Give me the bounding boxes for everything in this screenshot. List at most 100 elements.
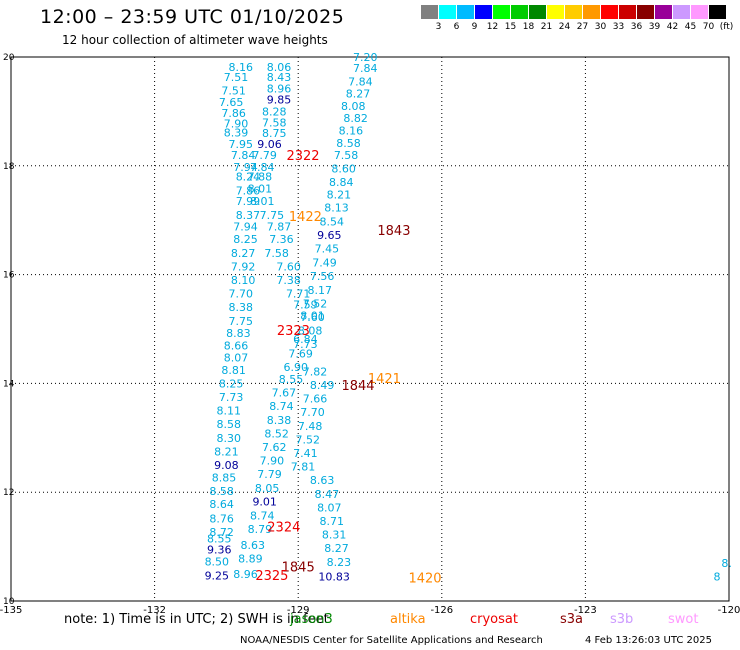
wave-height-value: 8.72 bbox=[209, 526, 234, 539]
wave-height-value: 9.65 bbox=[317, 229, 342, 242]
wave-height-value: 7.69 bbox=[288, 347, 313, 360]
wave-height-value: 9.85 bbox=[267, 93, 292, 106]
wave-height-value: 8.17 bbox=[307, 284, 332, 297]
y-tick-label: 18 bbox=[3, 162, 15, 172]
wave-height-value: 8.13 bbox=[324, 202, 349, 215]
y-tick-label: 20 bbox=[3, 53, 15, 63]
wave-height-value: 8.39 bbox=[224, 127, 249, 140]
wave-height-value: 8.08 bbox=[341, 100, 366, 113]
wave-height-value: 7.84 bbox=[250, 161, 275, 174]
wave-height-value: 7.62 bbox=[262, 441, 287, 454]
legend-swatch bbox=[439, 5, 456, 19]
wave-height-value: 8.43 bbox=[267, 71, 292, 84]
footer-note: note: 1) Time is in UTC; 2) SWH is in fe… bbox=[64, 612, 329, 627]
wave-height-value: 8. bbox=[721, 557, 732, 570]
pass-time-label: 1422 bbox=[289, 210, 322, 225]
page-subtitle: 12 hour collection of altimeter wave hei… bbox=[62, 33, 328, 47]
wave-height-value: 8.82 bbox=[343, 112, 368, 125]
wave-height-value: 7.84 bbox=[348, 75, 373, 88]
wave-height-value: 7.92 bbox=[231, 260, 256, 273]
pass-time-label: 2324 bbox=[267, 520, 300, 535]
legend-label: 21 bbox=[540, 22, 553, 32]
x-tick-label: -135 bbox=[0, 605, 22, 616]
legend-label: 70 bbox=[702, 22, 715, 32]
credit-line: NOAA/NESDIS Center for Satellite Applica… bbox=[240, 635, 543, 646]
wave-height-value: 8.50 bbox=[205, 555, 230, 568]
legend-label: (ft) bbox=[719, 22, 734, 32]
satellite-label-swot: swot bbox=[668, 612, 699, 627]
wave-height-value: 7.20 bbox=[353, 51, 378, 64]
legend-label: 36 bbox=[630, 22, 643, 32]
wave-height-value: 7.81 bbox=[291, 461, 316, 474]
wave-height-value: 8.81 bbox=[221, 364, 246, 377]
satellite-label-altika: altika bbox=[390, 612, 426, 627]
wave-height-value: 7.60 bbox=[276, 260, 301, 273]
wave-height-value: 7.95 bbox=[229, 138, 254, 151]
wave-height-value: 8.31 bbox=[322, 529, 347, 542]
legend-swatch bbox=[547, 5, 564, 19]
legend-label: 33 bbox=[612, 22, 625, 32]
wave-height-value: 8.01 bbox=[248, 183, 273, 196]
wave-height-value: 8.08 bbox=[298, 325, 323, 338]
wave-height-value: 8.16 bbox=[339, 124, 364, 137]
wave-height-value: 6.90 bbox=[284, 361, 309, 374]
wave-height-value: 7.49 bbox=[312, 257, 337, 270]
wave-height-value: 8.38 bbox=[267, 414, 292, 427]
wave-height-value: 8.16 bbox=[229, 61, 254, 74]
wave-height-value: 8.52 bbox=[264, 427, 289, 440]
legend-label: 27 bbox=[576, 22, 589, 32]
wave-height-value: 6.84 bbox=[293, 333, 318, 346]
wave-height-value: 7.71 bbox=[286, 288, 311, 301]
wave-height-value: 7.52 bbox=[296, 433, 321, 446]
wave-height-value: 8.21 bbox=[327, 189, 352, 202]
wave-height-value: 7.48 bbox=[298, 420, 323, 433]
wave-height-value: 7.86 bbox=[236, 184, 261, 197]
legend-swatch bbox=[709, 5, 726, 19]
satellite-label-s3a: s3a bbox=[560, 612, 584, 627]
wave-height-value: 8.49 bbox=[310, 379, 335, 392]
legend-label: 9 bbox=[471, 22, 478, 32]
wave-height-value: 8.60 bbox=[331, 163, 356, 176]
wave-height-value: 7.99 bbox=[236, 195, 261, 208]
wave-height-value: 7.36 bbox=[269, 233, 294, 246]
wave-height-value: 7.73 bbox=[293, 338, 318, 351]
x-tick-label: -129 bbox=[287, 605, 310, 616]
wave-height-value: 8.23 bbox=[327, 556, 352, 569]
pass-time-label: 1844 bbox=[341, 379, 374, 394]
pass-time-label: 2323 bbox=[277, 324, 310, 339]
wave-height-value: 8.75 bbox=[262, 127, 287, 140]
y-tick-label: 10 bbox=[3, 597, 15, 607]
wave-height-value: 8.07 bbox=[317, 501, 342, 514]
wave-height-value: 8.01 bbox=[250, 195, 275, 208]
wave-height-value: 7.73 bbox=[219, 391, 244, 404]
wave-height-value: 8.54 bbox=[319, 215, 344, 228]
wave-height-value: 7.58 bbox=[334, 149, 359, 162]
legend-swatch bbox=[691, 5, 708, 19]
wave-height-value: 7.90 bbox=[224, 117, 249, 130]
wave-height-value: 8.07 bbox=[224, 351, 249, 364]
wave-height-value: 8.64 bbox=[209, 498, 234, 511]
pass-time-label: 1843 bbox=[377, 224, 410, 239]
wave-height-value: 8.85 bbox=[212, 472, 237, 485]
legend-swatch bbox=[673, 5, 690, 19]
wave-height-value: 8.27 bbox=[346, 87, 371, 100]
wave-height-value: 7.41 bbox=[293, 447, 318, 460]
wave-height-value: 8.37 bbox=[236, 209, 261, 222]
legend-swatch bbox=[511, 5, 528, 19]
generated-timestamp: 4 Feb 13:26:03 UTC 2025 bbox=[585, 635, 712, 646]
wave-height-value: 7.75 bbox=[229, 315, 254, 328]
pass-time-label: 1420 bbox=[408, 572, 441, 587]
wave-height-value: 8.96 bbox=[267, 83, 292, 96]
wave-height-value: 8.27 bbox=[231, 247, 256, 260]
wave-height-value: 8.63 bbox=[310, 474, 335, 487]
wave-height-value: 9.01 bbox=[252, 495, 277, 508]
legend-swatch bbox=[493, 5, 510, 19]
legend-label: 39 bbox=[648, 22, 661, 32]
pass-time-label: 1845 bbox=[282, 561, 315, 576]
y-tick-label: 12 bbox=[3, 488, 14, 498]
legend-swatch bbox=[457, 5, 474, 19]
wave-height-value: 7.67 bbox=[272, 387, 297, 400]
wave-height-value: 8.58 bbox=[209, 485, 234, 498]
wave-height-value: 7.65 bbox=[219, 96, 244, 109]
